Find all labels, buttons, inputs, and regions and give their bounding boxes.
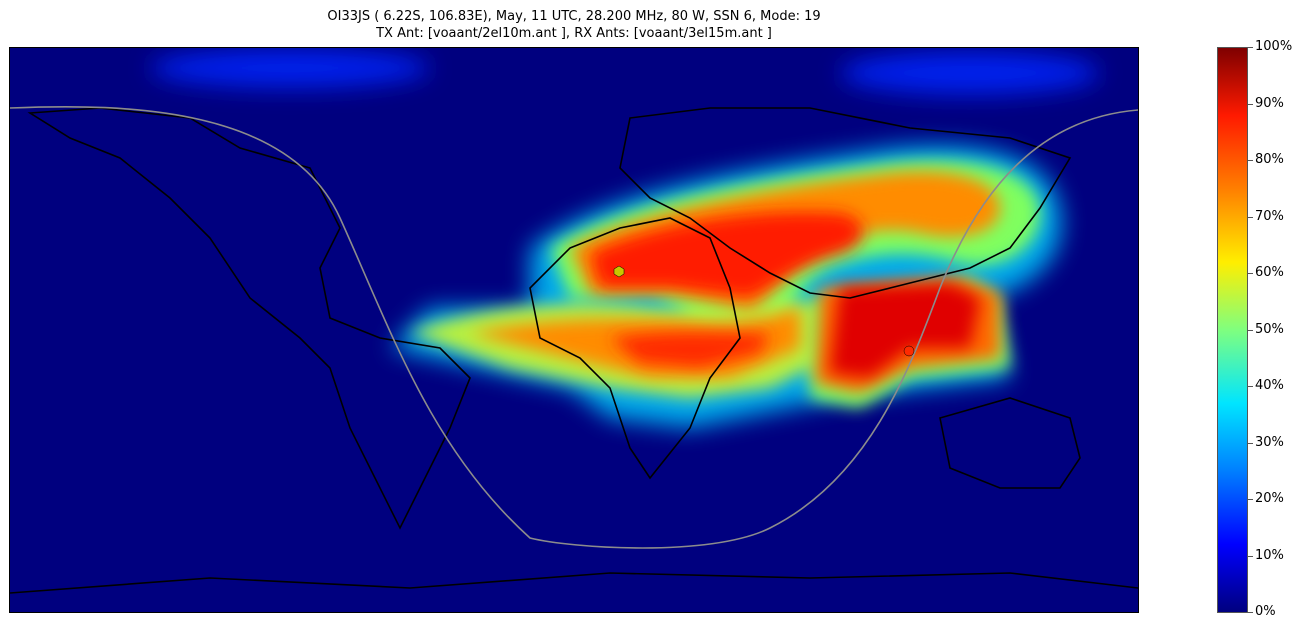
- colorbar-label: 100%: [1255, 39, 1293, 54]
- colorbar-tick: [1248, 160, 1253, 161]
- colorbar-label: 50%: [1255, 322, 1284, 337]
- plot-title: OI33JS ( 6.22S, 106.83E), May, 11 UTC, 2…: [10, 8, 1138, 42]
- transmitter-marker: [903, 345, 915, 357]
- colorbar-label: 30%: [1255, 435, 1284, 450]
- colorbar-label: 60%: [1255, 265, 1284, 280]
- colorbar-label: 80%: [1255, 152, 1284, 167]
- colorbar-tick: [1248, 330, 1253, 331]
- colorbar-tick: [1248, 386, 1253, 387]
- colorbar-tick: [1248, 499, 1253, 500]
- terminator-line: [10, 105, 1138, 549]
- colorbar-tick: [1248, 104, 1253, 105]
- colorbar-label: 10%: [1255, 548, 1284, 563]
- colorbar-tick: [1248, 47, 1253, 48]
- colorbar-tick: [1248, 556, 1253, 557]
- colorbar-tick: [1248, 443, 1253, 444]
- title-line-1: OI33JS ( 6.22S, 106.83E), May, 11 UTC, 2…: [327, 9, 821, 24]
- map-svg: [10, 48, 1138, 612]
- colorbar-label: 0%: [1255, 604, 1276, 619]
- colorbar: [1217, 47, 1248, 613]
- colorbar-tick: [1248, 217, 1253, 218]
- colorbar-tick: [1248, 612, 1253, 613]
- coverage-map: [9, 47, 1139, 613]
- colorbar-label: 40%: [1255, 378, 1284, 393]
- colorbar-tick: [1248, 273, 1253, 274]
- receiver-marker: [613, 265, 625, 278]
- colorbar-label: 20%: [1255, 491, 1284, 506]
- title-line-2: TX Ant: [voaant/2el10m.ant ], RX Ants: […: [376, 26, 772, 41]
- coastlines: [10, 107, 1138, 594]
- coverage-peak: [590, 211, 980, 378]
- colorbar-label: 70%: [1255, 209, 1284, 224]
- colorbar-label: 90%: [1255, 96, 1284, 111]
